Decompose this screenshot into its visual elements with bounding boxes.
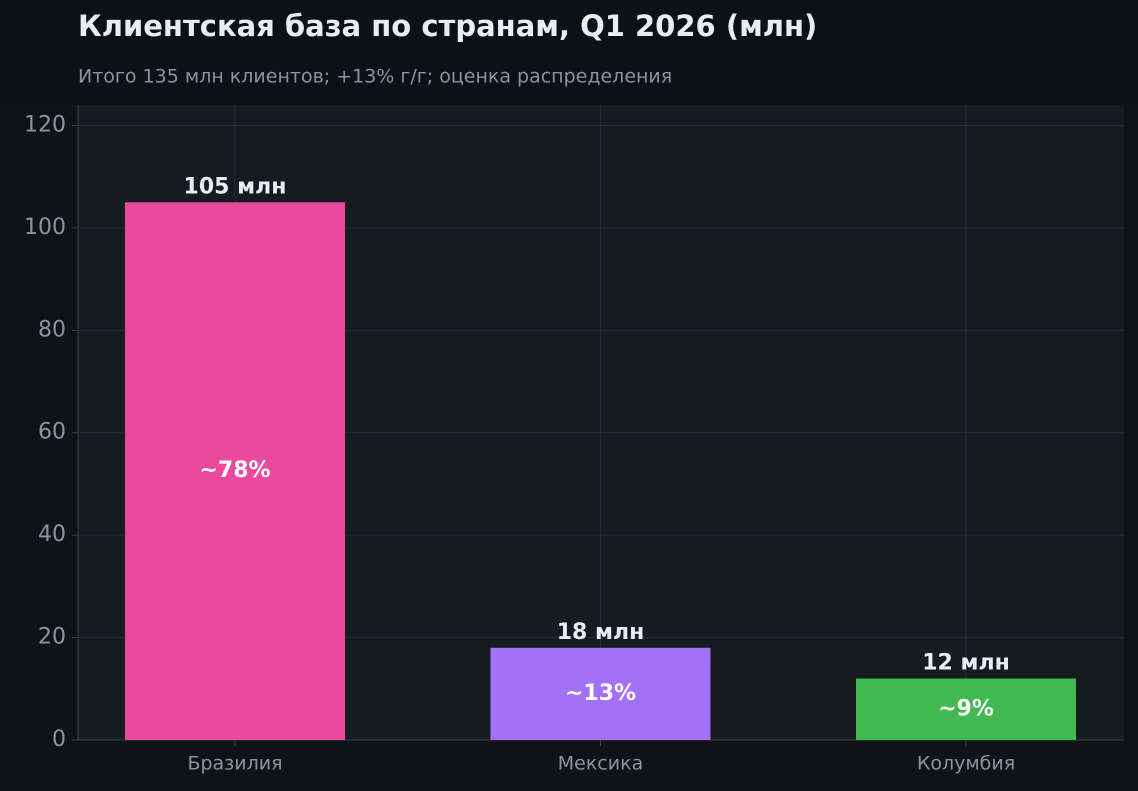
x-tick-label: Бразилия [187, 753, 282, 775]
value-label: 105 млн [184, 174, 287, 199]
y-tick-label: 20 [38, 625, 66, 650]
value-label: 18 млн [557, 620, 645, 645]
x-tick-label: Мексика [558, 753, 643, 775]
y-tick-label: 100 [24, 215, 66, 240]
y-tick-label: 60 [38, 420, 66, 445]
y-tick-label: 120 [24, 112, 66, 137]
bar [125, 202, 345, 740]
bar [856, 678, 1076, 740]
header-band [0, 0, 1138, 104]
share-label: ~78% [199, 458, 270, 483]
bar [490, 647, 711, 740]
share-label: ~9% [938, 696, 994, 721]
value-label: 12 млн [922, 651, 1010, 676]
y-tick-label: 40 [38, 522, 66, 547]
x-tick-label: Колумбия [917, 753, 1015, 775]
y-tick-label: 0 [52, 727, 66, 752]
chart-subtitle: Итого 135 млн клиентов; +13% г/г; оценка… [78, 66, 672, 88]
chart-title: Клиентская база по странам, Q1 2026 (млн… [78, 9, 817, 43]
y-tick-label: 80 [38, 317, 66, 342]
share-label: ~13% [565, 681, 636, 706]
